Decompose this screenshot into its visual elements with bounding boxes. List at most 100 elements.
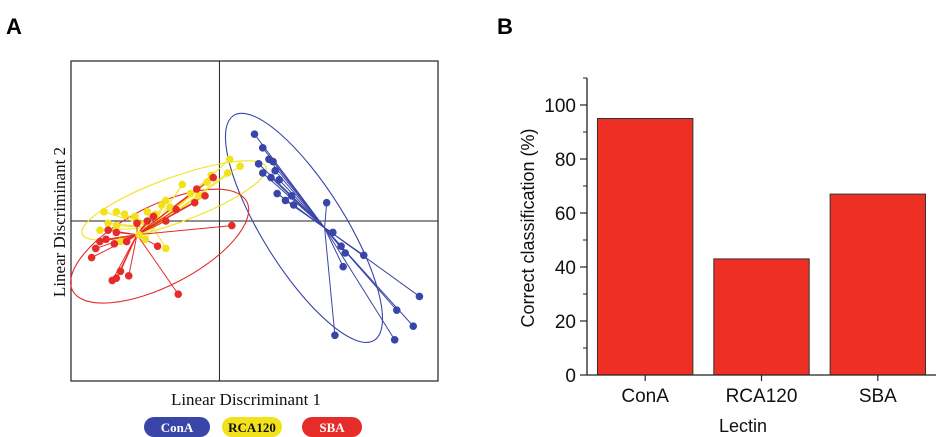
centroid-line-sba [108,229,138,236]
data-point-sba [192,185,201,193]
data-point-cona [409,322,418,330]
data-point-sba [87,253,96,262]
bar-y-axis-label: Correct classification (%) [518,128,538,327]
data-point-sba [116,267,125,276]
data-point-cona [267,173,275,182]
data-point-cona [250,130,259,138]
data-point-cona [322,198,331,207]
confidence-ellipse-cona [224,112,384,343]
data-point-cona [275,176,284,184]
x-tick-label-rca120: RCA120 [726,386,798,407]
centroid-line-cona [274,170,325,229]
lda-legend: ConA RCA120 SBA [144,417,362,437]
data-point-cona [329,228,337,237]
data-point-cona [287,192,296,200]
data-point-sba [209,173,218,182]
data-point-rca120 [141,235,150,244]
data-point-cona [289,201,298,209]
data-point-cona [390,336,399,344]
data-point-cona [392,306,401,314]
data-point-rca120 [116,237,125,246]
bar-y-ticks: 0 20 40 60 80 100 [544,77,587,387]
data-point-sba [133,219,141,228]
data-point-sba [143,217,152,225]
classification-bar-chart: 0 20 40 60 80 100 ConA RCA120 SBA Lectin Correc… [518,77,936,436]
data-point-cona [339,262,347,271]
legend-item-sba: SBA [302,417,362,437]
panel-b-letter: B [497,14,513,39]
y-tick-label: 40 [555,258,576,279]
data-point-rca120 [96,226,104,234]
data-point-sba [110,240,119,248]
data-point-sba [124,272,133,280]
data-point-cona [331,331,339,340]
data-point-rca120 [162,244,170,253]
data-point-rca120 [143,208,152,216]
data-point-rca120 [225,155,234,164]
bar-x-ticks: ConA RCA120 SBA [621,375,897,407]
y-tick-label: 20 [555,312,576,333]
legend-label-cona: ConA [161,420,194,435]
lda-scatter-plot: Linear Discriminant 1 Linear Discriminan… [50,60,439,437]
centroid-line-sba [136,234,179,295]
data-point-cona [281,196,290,205]
data-point-cona [415,292,424,301]
centroid-line-cona [324,227,336,336]
centroid-line-cona [262,172,325,229]
data-point-cona [258,144,267,152]
bar-cona [596,118,694,376]
lda-y-axis-label: Linear Discriminant 2 [50,147,69,297]
data-point-rca120 [166,203,174,212]
panel-a-letter: A [6,14,22,39]
data-point-rca120 [131,212,139,221]
bar-sba [829,193,927,376]
data-point-sba [102,235,110,244]
data-point-cona [341,249,350,257]
bar-rects [596,118,927,376]
data-point-rca120 [223,169,232,177]
bar-rca120 [713,258,810,376]
data-point-sba [112,228,121,237]
x-tick-label-cona: ConA [621,386,669,407]
data-point-sba [228,221,236,230]
data-point-rca120 [112,221,121,230]
data-point-rca120 [162,196,170,205]
lda-points [87,130,424,344]
confidence-ellipse-sba [70,188,250,304]
data-point-sba [91,244,100,253]
centroid-line-sba [136,225,232,236]
data-point-cona [273,189,281,198]
legend-item-cona: ConA [144,417,210,437]
legend-label-rca120: RCA120 [228,420,276,435]
y-tick-label: 0 [565,366,576,387]
data-point-rca120 [104,219,112,228]
data-point-rca120 [178,180,187,189]
data-point-cona [271,166,279,175]
legend-label-sba: SBA [319,420,345,435]
data-point-rca120 [195,192,203,200]
data-point-rca120 [203,178,211,186]
data-point-rca120 [186,189,195,198]
data-point-sba [174,290,183,298]
centroid-line-cona [324,227,420,297]
centroid-line-cona [324,227,344,267]
legend-swatch-rca120 [222,417,282,437]
x-tick-label-sba: SBA [859,386,897,407]
centroid-line-cona [272,161,325,229]
data-point-rca120 [112,208,121,216]
data-point-sba [149,212,158,221]
centroid-line-cona [324,202,328,228]
centroid-line-sba [111,234,138,281]
data-point-cona [359,251,368,260]
bar-x-axis-label: Lectin [719,416,767,436]
legend-item-rca120: RCA120 [222,417,282,437]
centroid-line-cona [291,195,325,229]
data-point-cona [258,169,267,177]
data-point-sba [201,192,209,200]
centroid-line-sba [128,234,138,276]
data-point-cona [269,157,277,166]
data-point-sba [108,276,117,285]
data-point-sba [96,237,104,246]
data-point-sba [122,237,131,246]
